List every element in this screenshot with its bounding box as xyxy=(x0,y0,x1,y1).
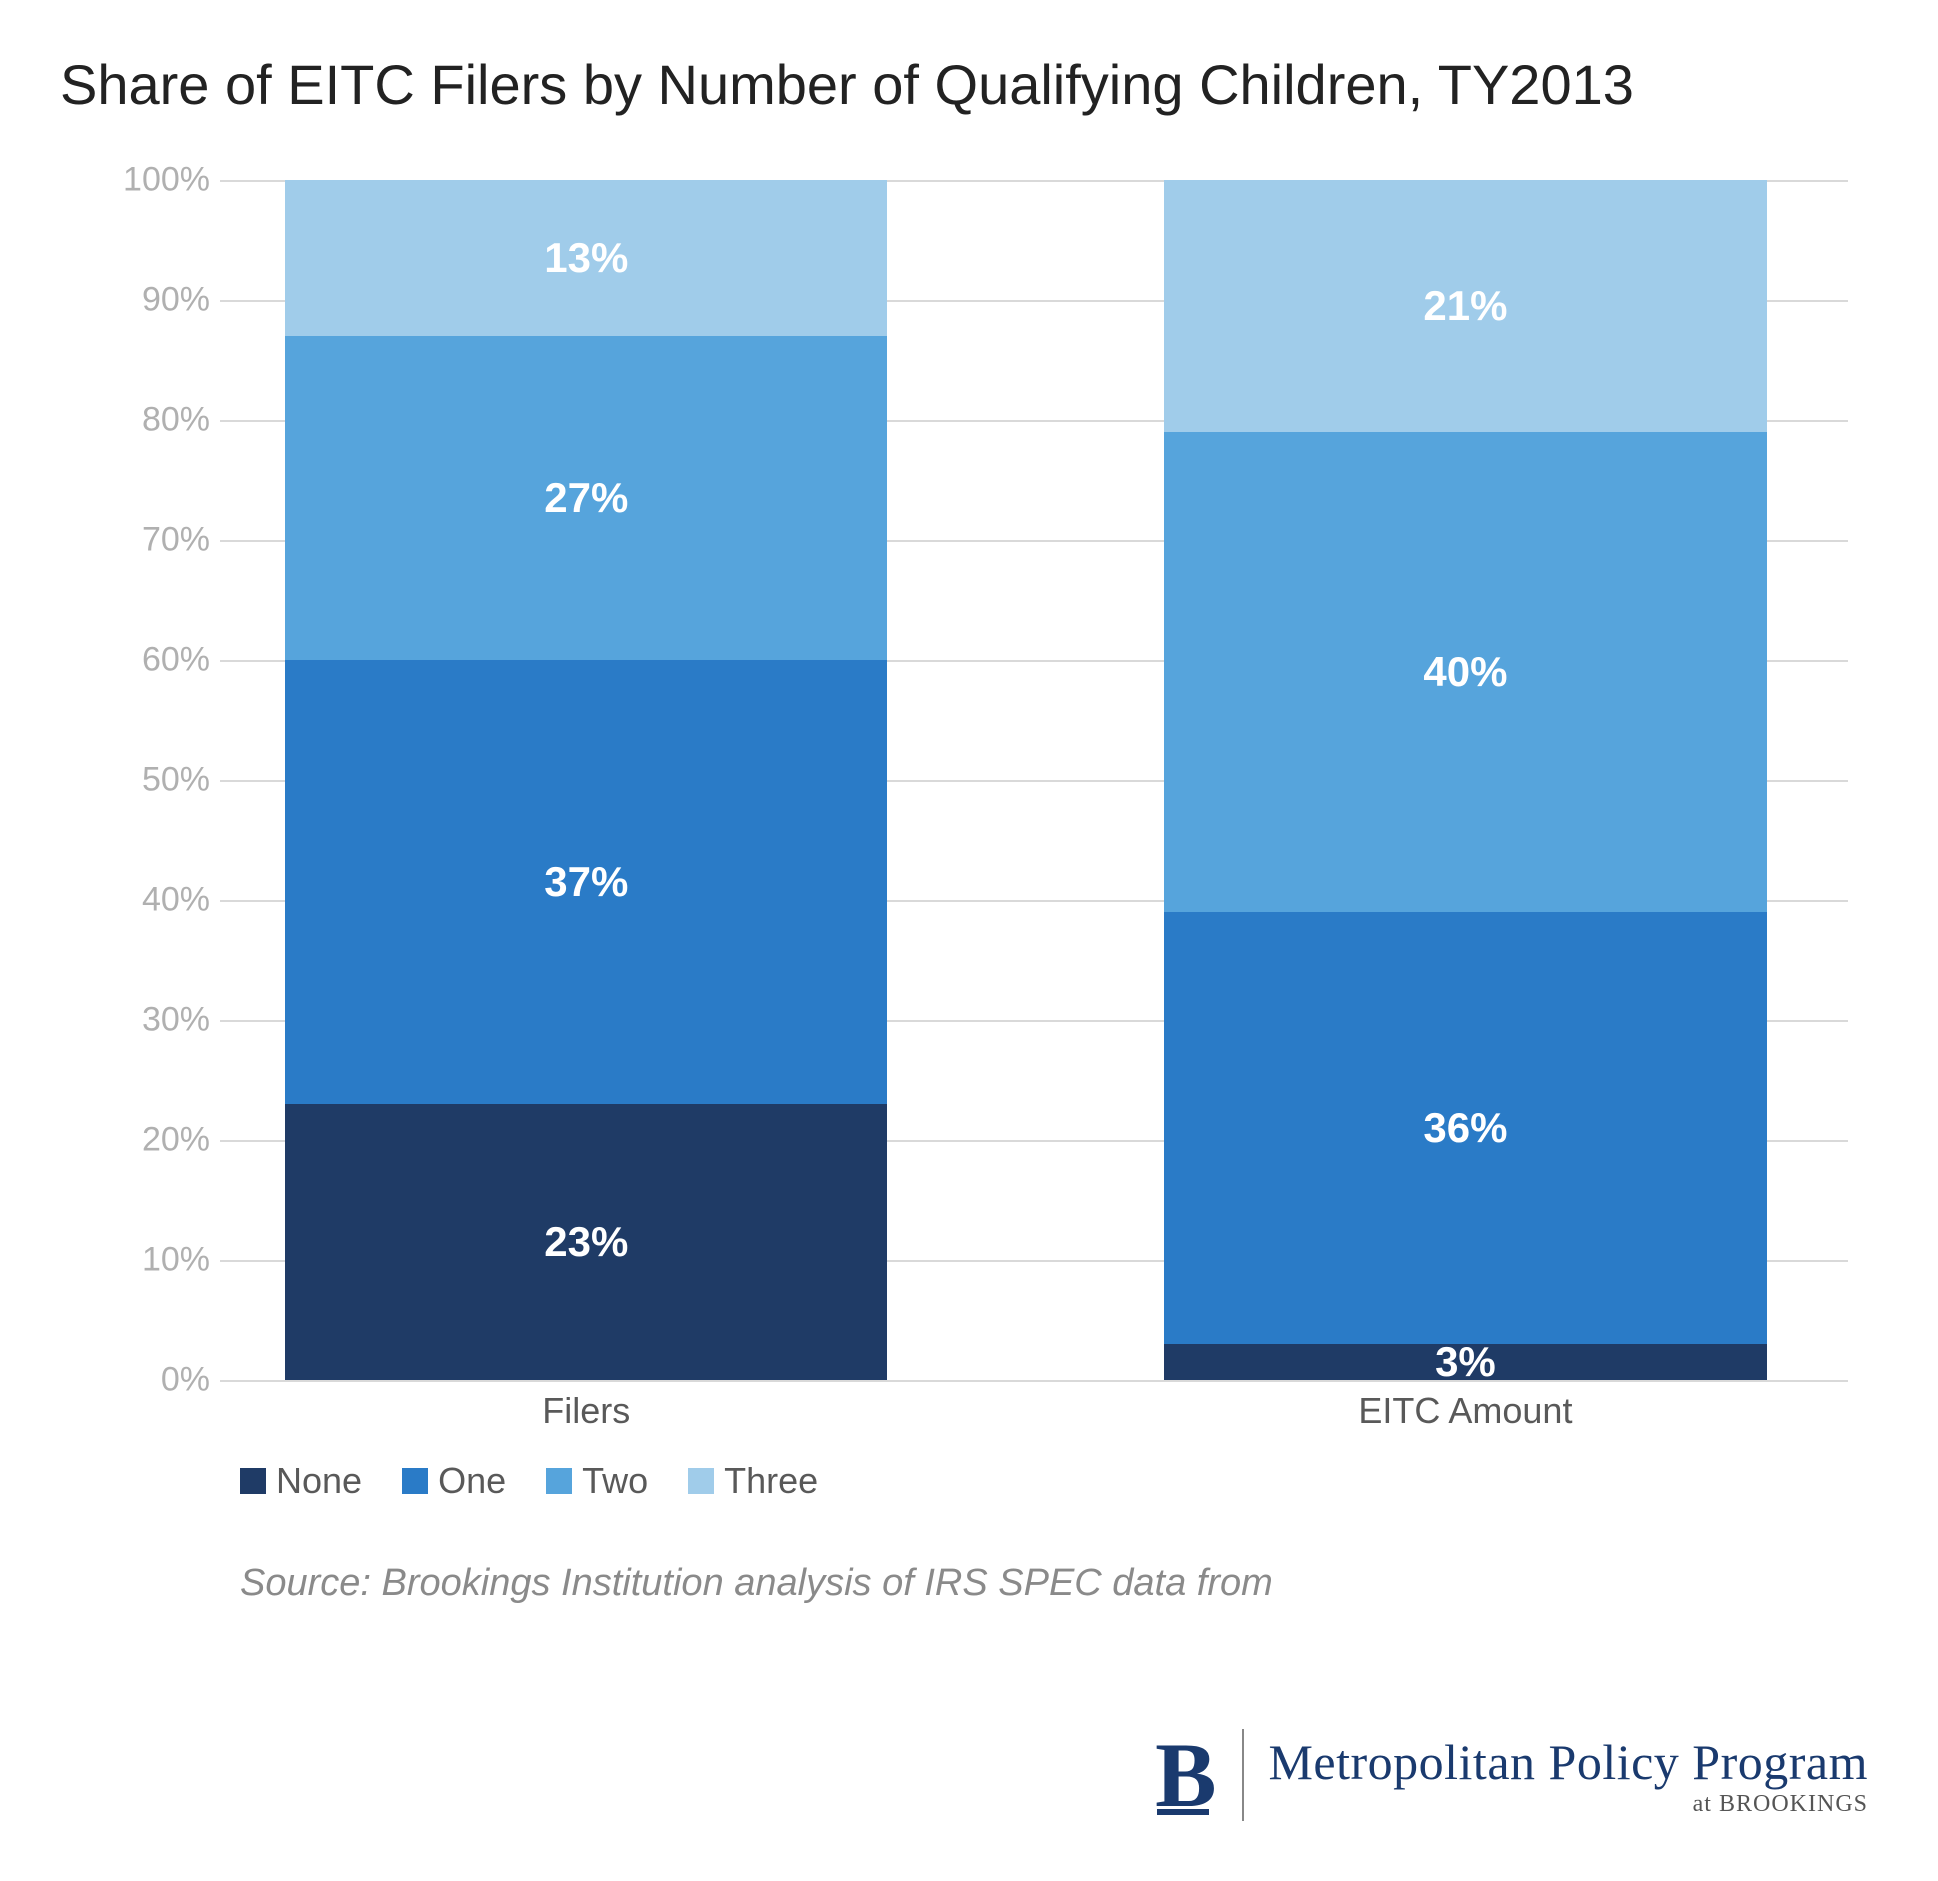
bar-segment: 27% xyxy=(285,336,887,660)
y-tick-label: 100% xyxy=(120,161,210,200)
legend-swatch-icon xyxy=(240,1468,266,1494)
legend-label: Two xyxy=(582,1460,648,1502)
legend-item: None xyxy=(240,1460,362,1502)
y-tick-label: 90% xyxy=(120,281,210,320)
legend: None One Two Three xyxy=(240,1460,1878,1502)
y-tick-label: 60% xyxy=(120,641,210,680)
brand-mark-icon: B xyxy=(1155,1729,1244,1821)
y-tick-label: 80% xyxy=(120,401,210,440)
brand-subtext: at BROOKINGS xyxy=(1268,1791,1868,1818)
brand-text: Metropolitan Policy Program at BROOKINGS xyxy=(1268,1733,1868,1818)
x-tick-label: Filers xyxy=(285,1390,887,1432)
y-tick-label: 40% xyxy=(120,881,210,920)
legend-item: Three xyxy=(688,1460,818,1502)
legend-swatch-icon xyxy=(402,1468,428,1494)
y-tick-label: 0% xyxy=(120,1361,210,1400)
bar-segment: 37% xyxy=(285,660,887,1104)
legend-swatch-icon xyxy=(688,1468,714,1494)
brand-program-name: Metropolitan Policy Program xyxy=(1268,1733,1868,1791)
legend-item: Two xyxy=(546,1460,648,1502)
y-tick-label: 70% xyxy=(120,521,210,560)
bar-segment: 36% xyxy=(1164,912,1766,1344)
brand-logo: B Metropolitan Policy Program at BROOKIN… xyxy=(1155,1729,1868,1821)
gridline xyxy=(220,1380,1848,1382)
stacked-bar: 3%36%40%21% xyxy=(1164,180,1766,1380)
stacked-bar: 23%37%27%13% xyxy=(285,180,887,1380)
legend-label: Three xyxy=(724,1460,818,1502)
y-tick-label: 10% xyxy=(120,1241,210,1280)
y-tick-label: 30% xyxy=(120,1001,210,1040)
y-tick-label: 50% xyxy=(120,761,210,800)
bar-segment: 21% xyxy=(1164,180,1766,432)
chart-container: 0%10%20%30%40%50%60%70%80%90%100%23%37%2… xyxy=(130,180,1848,1440)
x-tick-label: EITC Amount xyxy=(1164,1390,1766,1432)
legend-item: One xyxy=(402,1460,506,1502)
legend-swatch-icon xyxy=(546,1468,572,1494)
legend-label: One xyxy=(438,1460,506,1502)
y-tick-label: 20% xyxy=(120,1121,210,1160)
chart-title: Share of EITC Filers by Number of Qualif… xyxy=(60,50,1878,120)
plot-area: 0%10%20%30%40%50%60%70%80%90%100%23%37%2… xyxy=(220,180,1848,1380)
bar-segment: 40% xyxy=(1164,432,1766,912)
bar-segment: 23% xyxy=(285,1104,887,1380)
legend-label: None xyxy=(276,1460,362,1502)
bar-segment: 13% xyxy=(285,180,887,336)
source-text: Source: Brookings Institution analysis o… xyxy=(240,1562,1878,1605)
bar-segment: 3% xyxy=(1164,1344,1766,1380)
